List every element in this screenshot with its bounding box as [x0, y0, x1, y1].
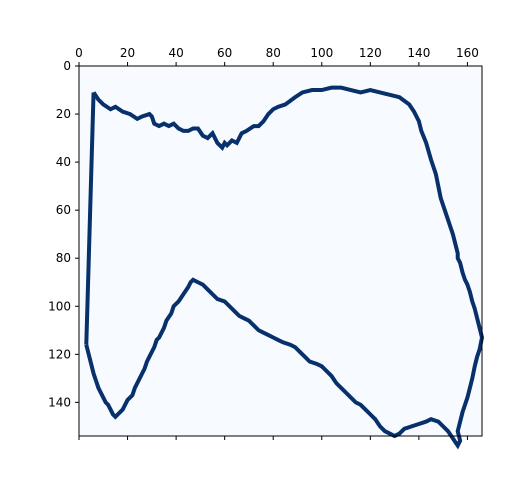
y-tick-label: 20	[56, 107, 71, 121]
x-axis: 0 20 40 60 80 100 120 140 160	[75, 46, 479, 440]
x-tick-label: 40	[168, 46, 183, 60]
y-tick-label: 60	[56, 203, 71, 217]
y-tick-label: 40	[56, 155, 71, 169]
contour-path	[84, 85, 485, 450]
plot-background	[79, 66, 482, 436]
plot-frame	[78, 65, 483, 437]
y-tick-label: 120	[48, 347, 71, 361]
x-tick-label: 80	[266, 46, 281, 60]
x-tick-label: 100	[310, 46, 333, 60]
x-tick-label: 20	[120, 46, 135, 60]
x-tick-label: 60	[217, 46, 232, 60]
contour-line	[84, 85, 485, 450]
x-tick-label: 0	[75, 46, 83, 60]
y-tick-label: 80	[56, 251, 71, 265]
y-tick-label: 100	[48, 299, 71, 313]
x-tick-label: 120	[359, 46, 382, 60]
contour-closing-segment	[84, 92, 96, 345]
x-tick-label: 160	[456, 46, 479, 60]
y-axis: 0 20 40 60 80 100 120 140	[48, 59, 79, 409]
y-tick-label: 0	[63, 59, 71, 73]
y-tick-label: 140	[48, 395, 71, 409]
x-tick-label: 140	[407, 46, 430, 60]
